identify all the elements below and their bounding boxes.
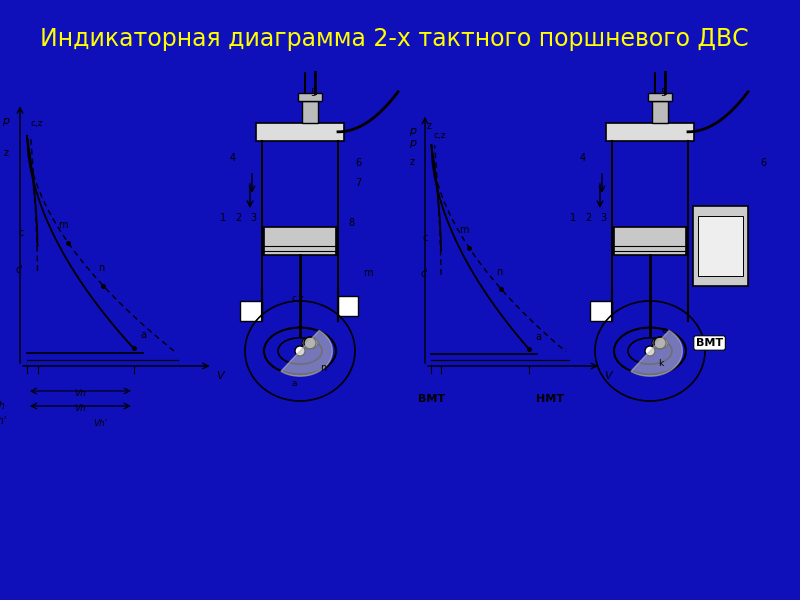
Text: 4: 4	[580, 153, 586, 163]
Text: k: k	[658, 359, 663, 368]
Text: a: a	[292, 379, 298, 388]
Bar	[606, 123, 694, 141]
Text: p: p	[409, 126, 416, 136]
Text: z: z	[3, 148, 9, 158]
Text: 5: 5	[310, 88, 316, 98]
Text: c': c'	[420, 269, 428, 279]
Text: a: a	[141, 331, 146, 340]
Polygon shape	[631, 331, 682, 376]
Text: m: m	[363, 268, 373, 278]
Text: 2: 2	[585, 213, 591, 223]
Text: n: n	[497, 267, 503, 277]
Text: p: p	[409, 137, 416, 148]
Bar	[648, 93, 672, 101]
Text: n: n	[320, 363, 326, 373]
Text: c: c	[18, 228, 23, 238]
Text: m: m	[58, 220, 68, 230]
Text: 6: 6	[355, 158, 361, 168]
Text: Vn: Vn	[74, 389, 86, 398]
Text: m: m	[459, 225, 469, 235]
Text: V: V	[604, 371, 612, 380]
Bar	[338, 296, 358, 316]
Text: ВМТ: ВМТ	[418, 394, 445, 404]
Text: Vh: Vh	[0, 401, 6, 411]
Text: НМТ: НМТ	[536, 394, 564, 404]
Text: c: c	[662, 326, 667, 335]
Text: 7: 7	[355, 178, 362, 188]
Text: z: z	[410, 157, 414, 167]
Bar	[240, 301, 262, 321]
Text: Индикаторная диаграмма 2-х тактного поршневого ДВС: Индикаторная диаграмма 2-х тактного порш…	[40, 27, 749, 51]
Text: a: a	[535, 332, 542, 341]
Bar	[264, 227, 336, 255]
Bar	[302, 101, 318, 123]
Text: n: n	[98, 263, 105, 273]
Text: Vh': Vh'	[94, 419, 108, 428]
Bar	[614, 227, 686, 255]
Text: 1: 1	[220, 213, 226, 223]
Bar	[256, 123, 344, 141]
Text: 1: 1	[570, 213, 576, 223]
Bar	[652, 101, 668, 123]
Text: ВМТ: ВМТ	[696, 338, 723, 348]
Text: 2: 2	[235, 213, 242, 223]
Text: 6: 6	[760, 158, 766, 168]
Bar	[698, 216, 743, 276]
Text: 3: 3	[600, 213, 606, 223]
Text: c,z: c,z	[292, 294, 305, 303]
Ellipse shape	[652, 337, 668, 349]
Text: c,z: c,z	[433, 131, 446, 140]
Text: z: z	[426, 121, 432, 131]
Circle shape	[295, 346, 305, 356]
Text: 5: 5	[660, 88, 666, 98]
Text: Vh: Vh	[74, 404, 86, 413]
Ellipse shape	[302, 337, 318, 349]
Text: c,z: c,z	[30, 119, 43, 128]
Text: 3: 3	[250, 213, 256, 223]
Text: c: c	[423, 233, 428, 243]
Text: Vh': Vh'	[0, 416, 6, 426]
Text: 8: 8	[348, 218, 354, 228]
Circle shape	[645, 346, 655, 356]
Polygon shape	[281, 331, 332, 376]
Text: p: p	[2, 116, 10, 126]
Bar	[590, 301, 612, 321]
Bar	[298, 93, 322, 101]
Text: V: V	[216, 371, 224, 381]
Bar	[693, 206, 748, 286]
Text: 4: 4	[230, 153, 236, 163]
Text: c': c'	[16, 265, 23, 275]
